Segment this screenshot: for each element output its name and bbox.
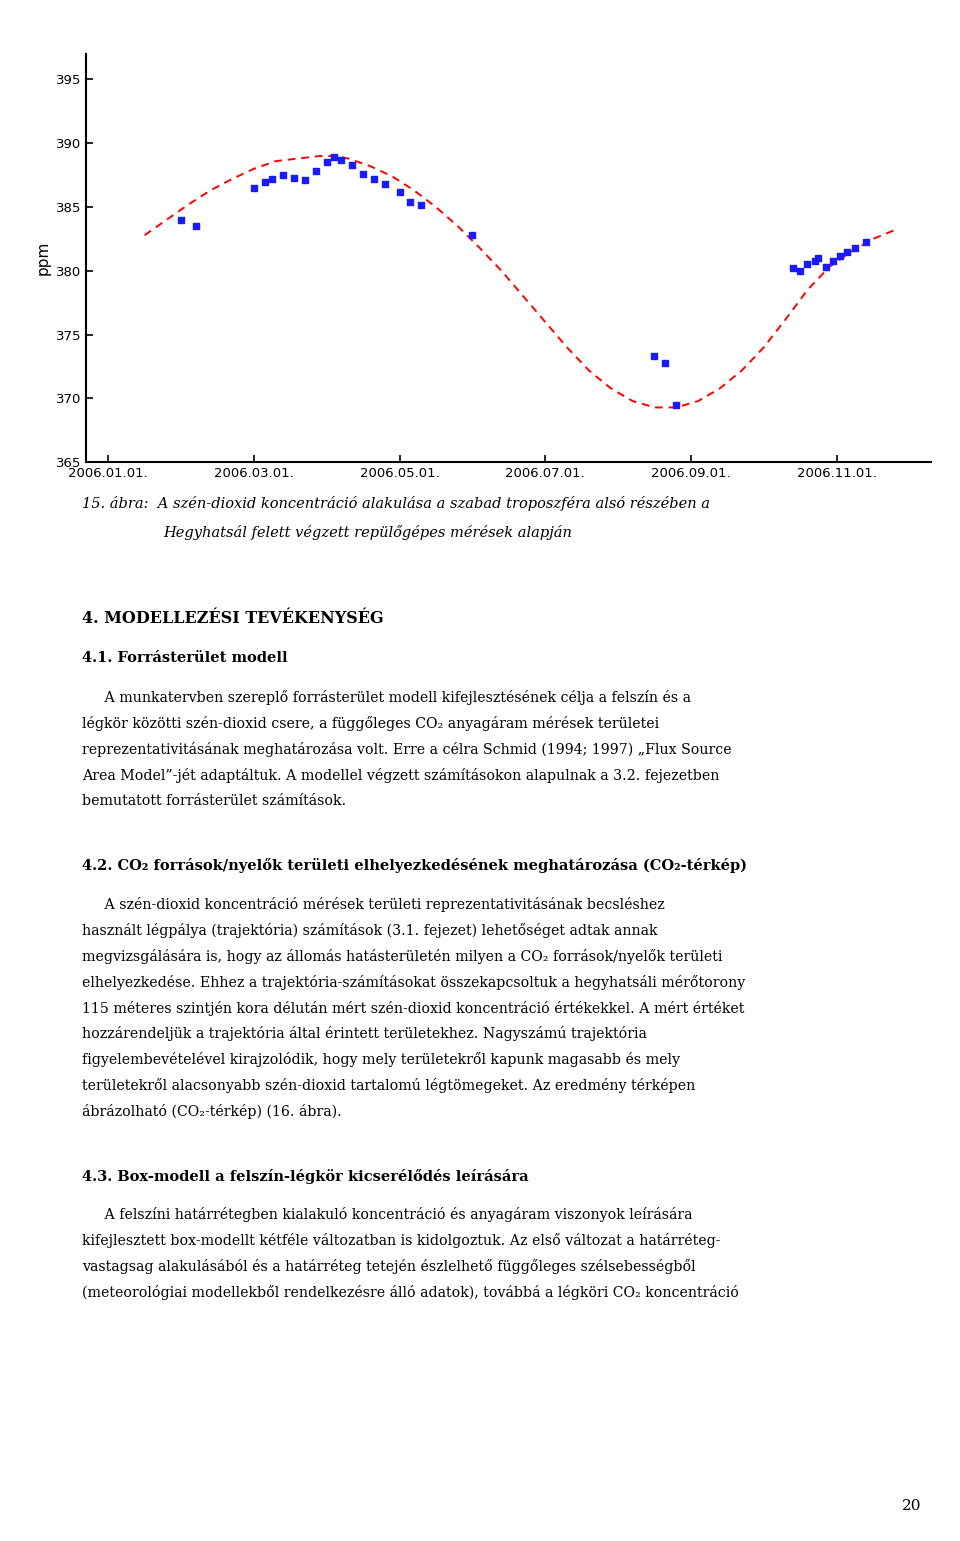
Point <box>792 259 807 284</box>
Point <box>246 176 261 200</box>
Point <box>257 170 273 194</box>
Point <box>826 248 841 273</box>
Text: 115 méteres szintjén kora délután mért szén-dioxid koncentráció értékekkel. A mé: 115 méteres szintjén kora délután mért s… <box>82 1000 744 1016</box>
Point <box>188 214 204 239</box>
Text: vastagsag alakulásából és a határréteg tetején észlelhető függőleges szélsebessé: vastagsag alakulásából és a határréteg t… <box>82 1259 695 1274</box>
Point <box>345 153 360 177</box>
Text: hozzárendeljük a trajektória által érintett területekhez. Nagyszámú trajektória: hozzárendeljük a trajektória által érint… <box>82 1026 646 1042</box>
Text: A munkatervben szereplő forrásterület modell kifejlesztésének célja a felszín és: A munkatervben szereplő forrásterület mo… <box>82 690 690 706</box>
Point <box>174 208 189 233</box>
Text: 15. ábra:  A szén-dioxid koncentráció alakulása a szabad troposzféra alsó részéb: 15. ábra: A szén-dioxid koncentráció ala… <box>82 496 709 512</box>
Text: légkör közötti szén-dioxid csere, a függőleges CO₂ anyagáram mérések területei: légkör közötti szén-dioxid csere, a függ… <box>82 717 659 730</box>
Text: ábrázolható (CO₂-térkép) (16. ábra).: ábrázolható (CO₂-térkép) (16. ábra). <box>82 1103 342 1119</box>
Point <box>465 223 480 248</box>
Text: Area Model”-jét adaptáltuk. A modellel végzett számításokon alapulnak a 3.2. fej: Area Model”-jét adaptáltuk. A modellel v… <box>82 767 719 783</box>
Text: 4.1. Forrásterület modell: 4.1. Forrásterület modell <box>82 652 287 666</box>
Text: 4. MODELLEZÉSI TEVÉKENYSÉG: 4. MODELLEZÉSI TEVÉKENYSÉG <box>82 610 383 627</box>
Point <box>334 148 349 173</box>
Text: Hegyhatsál felett végzett repülőgépes mérések alapján: Hegyhatsál felett végzett repülőgépes mé… <box>163 525 572 541</box>
Point <box>847 236 862 260</box>
Text: megvizsgálására is, hogy az állomás hatásterületén milyen a CO₂ források/nyelők : megvizsgálására is, hogy az állomás hatá… <box>82 949 722 963</box>
Point <box>858 230 874 254</box>
Point <box>377 171 393 196</box>
Text: figyelembevételével kirajzolódik, hogy mely területekről kapunk magasabb és mely: figyelembevételével kirajzolódik, hogy m… <box>82 1053 680 1068</box>
Point <box>668 393 684 418</box>
Point <box>807 248 823 273</box>
Text: kifejlesztett box-modellt kétféle változatban is kidolgoztuk. Az első változat a: kifejlesztett box-modellt kétféle változ… <box>82 1233 720 1248</box>
Point <box>403 190 419 214</box>
Point <box>308 159 324 183</box>
Point <box>319 149 334 174</box>
Point <box>414 193 429 217</box>
Point <box>832 243 848 268</box>
Point <box>298 168 313 193</box>
Text: 4.3. Box-modell a felszín-légkör kicserélődés leírására: 4.3. Box-modell a felszín-légkör kicseré… <box>82 1168 528 1183</box>
Text: elhelyezkedése. Ehhez a trajektória-számításokat összekapcsoltuk a hegyhatsáli m: elhelyezkedése. Ehhez a trajektória-szám… <box>82 974 745 989</box>
Text: területekről alacsonyabb szén-dioxid tartalomú légtömegeket. Az eredmény térképe: területekről alacsonyabb szén-dioxid tar… <box>82 1079 695 1093</box>
Point <box>658 350 673 374</box>
Point <box>326 145 342 170</box>
Text: 4.2. CO₂ források/nyelők területi elhelyezkedésének meghatározása (CO₂-térkép): 4.2. CO₂ források/nyelők területi elhely… <box>82 858 747 874</box>
Point <box>264 166 279 191</box>
Y-axis label: ppm: ppm <box>36 240 51 276</box>
Point <box>840 239 855 264</box>
Point <box>276 163 291 188</box>
Text: bemutatott forrásterület számítások.: bemutatott forrásterület számítások. <box>82 794 346 807</box>
Text: A felszíni határrétegben kialakuló koncentráció és anyagáram viszonyok leírására: A felszíni határrétegben kialakuló konce… <box>82 1207 692 1222</box>
Text: (meteorológiai modellekből rendelkezésre álló adatok), továbbá a légköri CO₂ kon: (meteorológiai modellekből rendelkezésre… <box>82 1285 738 1301</box>
Text: reprezentativitásának meghatározása volt. Erre a célra Schmid (1994; 1997) „Flux: reprezentativitásának meghatározása volt… <box>82 741 732 757</box>
Text: használt légpálya (trajektória) számítások (3.1. fejezet) lehetőséget adtak anna: használt légpálya (trajektória) számítás… <box>82 923 657 938</box>
Point <box>818 254 833 279</box>
Point <box>810 247 826 271</box>
Point <box>785 256 801 280</box>
Point <box>286 165 301 190</box>
Point <box>800 253 815 277</box>
Point <box>392 179 407 203</box>
Point <box>355 162 371 186</box>
Text: A szén-dioxid koncentráció mérések területi reprezentativitásának becsléshez: A szén-dioxid koncentráció mérések terül… <box>82 897 664 912</box>
Text: 20: 20 <box>902 1499 922 1513</box>
Point <box>367 166 382 191</box>
Point <box>647 344 662 368</box>
